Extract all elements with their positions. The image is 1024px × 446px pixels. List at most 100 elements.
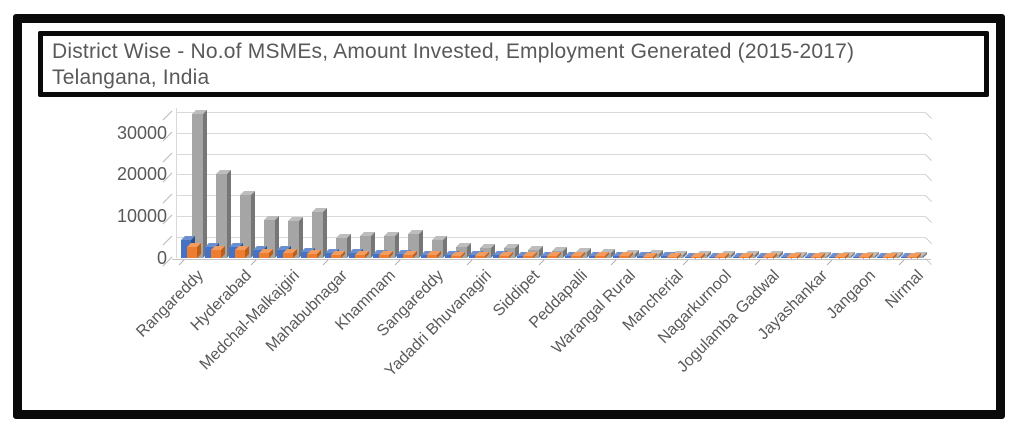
chart-title-line-2: Telangana, India [52, 66, 210, 89]
side-wall-gridline [924, 237, 933, 245]
gridline [176, 216, 925, 218]
bar-front-gray [312, 212, 323, 258]
bar-front-blue [637, 256, 647, 258]
y-axis-3d-tick [162, 193, 173, 204]
x-axis-tick [754, 259, 761, 266]
bar-front-orange [762, 256, 773, 258]
bar-front-blue [277, 250, 287, 258]
bar-front-gray [336, 237, 347, 258]
bar-front-gray [432, 239, 443, 258]
bar-front-orange [378, 255, 389, 258]
y-axis-tick-label: 30000 [116, 122, 167, 143]
bar-front-gray [264, 220, 275, 258]
x-axis-tick [610, 259, 617, 266]
bar-front-blue [877, 256, 887, 258]
bar-front-blue [445, 255, 455, 258]
bar-front-blue [757, 256, 767, 258]
bar-front-orange [714, 256, 725, 258]
chart-title-line-1: District Wise - No.of MSMEs, Amount Inve… [52, 40, 855, 63]
bar-front-orange [522, 256, 533, 258]
x-axis-tick [466, 259, 473, 266]
bar-front-blue [805, 256, 815, 258]
bar-front-blue [853, 256, 863, 258]
bar-front-orange [210, 249, 221, 258]
y-axis-tick-label: 10000 [116, 206, 167, 227]
x-axis-tick [250, 259, 257, 266]
bar-front-gray [240, 195, 251, 258]
bar-front-orange [330, 254, 341, 258]
bar-front-orange [474, 255, 485, 258]
bar-front-blue [517, 255, 527, 258]
bar-front-orange [402, 255, 413, 258]
side-wall-gridline [924, 216, 933, 224]
bar-front-orange [546, 256, 557, 258]
side-wall-gridline [924, 195, 933, 203]
bar-front-blue [733, 256, 743, 258]
bar-front-orange [690, 256, 701, 258]
bar-front-blue [685, 256, 695, 258]
bar-front-orange [738, 256, 749, 258]
bar-front-orange [354, 254, 365, 258]
bar-front-blue [397, 254, 407, 258]
bar-front-orange [858, 256, 869, 258]
bar-front-blue [181, 240, 191, 258]
bar-front-orange [834, 256, 845, 258]
x-axis-tick [322, 259, 329, 266]
bar-front-blue [301, 251, 311, 258]
bar-front-gray [192, 113, 203, 258]
bar-front-gray [408, 233, 419, 258]
bar-front-blue [205, 246, 215, 258]
bar-front-orange [642, 256, 653, 258]
bar-front-blue [709, 256, 719, 258]
bar-front-orange [786, 256, 797, 258]
bar-front-blue [229, 247, 239, 258]
bar-front-orange [594, 256, 605, 258]
side-wall-gridline [924, 153, 933, 161]
gridline [176, 195, 925, 197]
bar-front-orange [282, 253, 293, 258]
bar-front-blue [469, 255, 479, 258]
bar-front-gray [288, 221, 299, 258]
gridline [176, 237, 925, 239]
bar-front-gray [360, 236, 371, 258]
gridline [176, 132, 925, 134]
bar-front-blue [493, 255, 503, 258]
bar-front-orange [234, 250, 245, 258]
bar-front-gray [216, 174, 227, 258]
gridline [176, 111, 925, 113]
bar-front-blue [541, 255, 551, 258]
side-wall-gridline [924, 111, 933, 119]
y-axis-tick-label: 20000 [116, 164, 167, 185]
bar-front-orange [426, 255, 437, 258]
bar-front-orange [258, 252, 269, 258]
x-axis-tick [394, 259, 401, 266]
gridline [176, 153, 925, 155]
side-wall-gridline [924, 132, 933, 140]
bar-front-blue [829, 256, 839, 258]
y-axis-3d-tick [162, 152, 173, 162]
y-axis-3d-tick [162, 110, 173, 121]
bar-side-gray [203, 109, 207, 258]
bar-front-blue [253, 249, 263, 258]
x-axis-tick [898, 259, 905, 266]
bar-front-blue [613, 256, 623, 258]
bar-front-blue [349, 253, 359, 258]
chart-title-box: District Wise - No.of MSMEs, Amount Inve… [38, 31, 989, 97]
x-axis-tick [178, 259, 185, 266]
bar-front-orange [498, 255, 509, 258]
bar-front-orange [450, 255, 461, 258]
bar-front-gray [384, 235, 395, 258]
bar-front-orange [570, 256, 581, 258]
gridline [176, 174, 925, 176]
bar-front-orange [882, 256, 893, 258]
bar-front-blue [421, 254, 431, 258]
bar-front-blue [781, 256, 791, 258]
x-axis-tick [826, 259, 833, 266]
bar-front-orange [618, 256, 629, 258]
side-wall-gridline [924, 174, 933, 182]
bar-front-blue [325, 252, 335, 258]
x-axis-tick [682, 259, 689, 266]
bar-front-blue [373, 253, 383, 258]
bar-front-orange [666, 256, 677, 258]
